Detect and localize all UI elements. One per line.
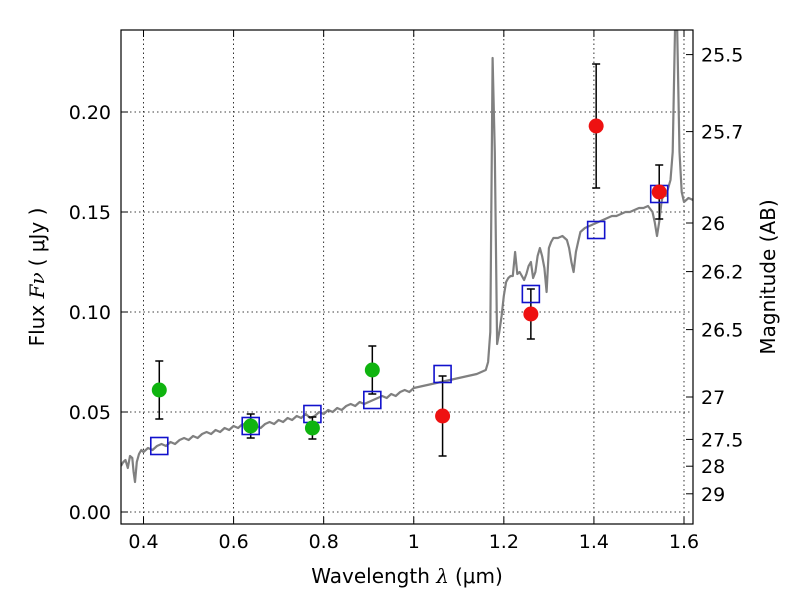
right-tick-label: 26.5: [701, 320, 743, 342]
right-tick-label: 26: [701, 213, 725, 235]
markers: [149, 118, 669, 456]
y-axis-label-symbol: Fν: [25, 272, 49, 299]
data-point: [651, 184, 667, 200]
x-tick-label: 1.4: [579, 531, 609, 553]
data-point: [588, 118, 604, 134]
error-bars: [155, 63, 664, 457]
plot-area: [121, 30, 693, 484]
data-point: [304, 420, 320, 436]
plot-frame: [120, 29, 694, 525]
right-tick-label: 27.5: [701, 429, 743, 451]
data-point: [435, 408, 451, 424]
x-axis-label-prefix: Wavelength: [311, 564, 436, 588]
y-axis-label-prefix: Flux: [25, 298, 49, 346]
ticks: [121, 30, 693, 524]
data-point: [151, 382, 167, 398]
y-tick-label: 0.05: [69, 402, 111, 424]
y-axis-label-unit: ( μJy ): [25, 208, 49, 267]
y-tick-label: 0.15: [69, 202, 111, 224]
right-tick-label: 26.2: [701, 262, 743, 284]
tick-labels: 0.4 0.6 0.8 1 1.2 1.4 1.6 0.00 0.05 0.10 0.15 0.20 2…: [69, 45, 744, 553]
y-tick-label: 0.10: [69, 302, 111, 324]
data-point: [523, 306, 539, 322]
x-tick-label: 1.6: [669, 531, 699, 553]
y-axis-label: Flux Fν ( μJy ): [25, 208, 49, 347]
right-tick-label: 27: [701, 387, 725, 409]
y-tick-label: 0.00: [69, 502, 111, 524]
right-tick-label: 25.5: [701, 45, 743, 67]
x-tick-label: 0.8: [309, 531, 339, 553]
x-axis-label: Wavelength λ (μm): [311, 564, 503, 588]
grid: [121, 30, 693, 524]
right-tick-label: 29: [701, 484, 725, 506]
model-square-marker: [149, 436, 169, 456]
right-tick-label: 25.7: [701, 122, 743, 144]
right-tick-label: 28: [701, 456, 725, 478]
x-tick-label: 0.6: [218, 531, 248, 553]
model-square-marker: [363, 390, 382, 410]
right-axis-label: Magnitude (AB): [756, 199, 780, 354]
x-tick-label: 0.4: [128, 531, 158, 553]
data-point: [243, 418, 259, 434]
model-square-marker: [433, 364, 452, 384]
x-tick-label: 1.2: [489, 531, 519, 553]
x-tick-label: 1: [408, 531, 420, 553]
model-square-marker: [586, 220, 606, 240]
x-axis-label-unit: (μm): [455, 564, 503, 588]
spectrum-line: [121, 30, 693, 484]
x-axis-label-symbol: λ: [435, 564, 449, 588]
data-point: [364, 362, 380, 378]
model-square-marker: [521, 284, 541, 304]
model-square-marker: [241, 416, 261, 436]
y-tick-label: 0.20: [69, 102, 111, 124]
